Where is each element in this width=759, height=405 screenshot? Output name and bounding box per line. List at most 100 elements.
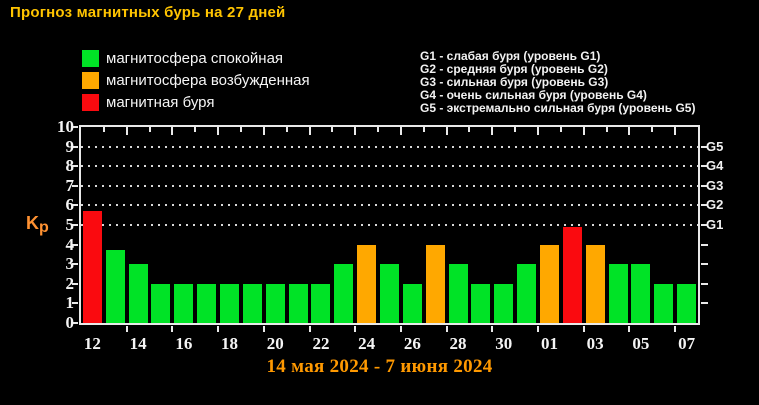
bottom-tick [537, 326, 540, 332]
top-tick [102, 127, 105, 132]
legend-item-storm: магнитная буря [82, 94, 214, 111]
top-tick [651, 127, 654, 132]
y-tick-label-1: 1 [65, 293, 75, 313]
y-axis-tick [72, 224, 78, 226]
gridline-kp5 [81, 224, 698, 226]
y-tick-label-9: 9 [65, 136, 75, 156]
storm-scale-line-g2: G2 - средняя буря (уровень G2) [420, 62, 608, 76]
g-level-label-g2: G2 [706, 197, 724, 213]
x-tick-label-12: 12 [83, 334, 101, 353]
bar-day-29 [471, 283, 491, 323]
bar-day-24 [357, 244, 377, 323]
x-tick-label-24: 24 [358, 334, 376, 353]
top-tick [377, 127, 380, 132]
bar-day-20 [265, 283, 285, 323]
bottom-tick [582, 326, 585, 332]
bar-day-04 [608, 264, 628, 323]
x-tick-label-14: 14 [129, 334, 147, 353]
bar-day-13 [105, 250, 125, 323]
x-tick-label-18: 18 [221, 334, 239, 353]
right-axis-tick [701, 145, 708, 148]
top-tick [399, 127, 402, 135]
bar-day-15 [151, 283, 171, 323]
bottom-tick [171, 326, 174, 332]
bottom-tick [354, 326, 357, 332]
x-tick-label-28: 28 [449, 334, 467, 353]
bottom-tick [674, 326, 677, 332]
top-tick [125, 127, 128, 135]
y-axis-tick [72, 282, 78, 285]
storm-scale-line-g4: G4 - очень сильная буря (уровень G4) [420, 88, 647, 102]
bar-day-07 [677, 283, 697, 323]
bar-day-16 [174, 283, 194, 323]
y-axis-tick [72, 204, 78, 207]
y-tick-label-8: 8 [65, 156, 75, 176]
bottom-tick [399, 326, 402, 332]
right-axis-tick [701, 165, 708, 168]
top-tick [239, 127, 242, 132]
y-axis-tick [72, 126, 78, 128]
top-tick [537, 127, 540, 135]
top-tick [468, 127, 471, 132]
bottom-tick [125, 326, 128, 332]
bar-day-27 [425, 244, 445, 323]
bar-day-31 [517, 264, 537, 323]
storm-swatch-icon [82, 94, 99, 111]
y-axis-tick [72, 263, 78, 266]
legend-item-calm: магнитосфера спокойная [82, 50, 283, 67]
top-tick [308, 127, 311, 135]
gridline-kp7 [81, 184, 698, 187]
legend-item-excited: магнитосфера возбужденная [82, 72, 310, 89]
y-tick-label-10: 10 [57, 117, 74, 136]
top-tick [674, 127, 677, 135]
bottom-tick [445, 326, 448, 332]
y-axis-tick [72, 184, 78, 187]
y-axis-tick [72, 322, 78, 324]
right-axis-tick [701, 243, 708, 246]
bar-day-05 [631, 264, 651, 323]
bar-day-21 [288, 283, 308, 323]
bar-day-30 [494, 283, 514, 323]
g-level-label-g4: G4 [706, 158, 724, 174]
legend-label-excited: магнитосфера возбужденная [106, 72, 310, 89]
x-tick-label-30: 30 [495, 334, 513, 353]
date-range-label: 14 мая 2024 - 7 июня 2024 [266, 356, 493, 377]
right-axis-tick [701, 263, 708, 266]
y-tick-label-6: 6 [65, 195, 75, 215]
top-tick [148, 127, 151, 132]
y-axis-tick [72, 165, 78, 168]
g-level-label-g3: G3 [706, 177, 724, 193]
gridline-kp6 [81, 204, 698, 207]
y-axis-title-kp: Kp [26, 213, 49, 236]
x-tick-label-05: 05 [632, 334, 650, 353]
top-tick [217, 127, 220, 135]
x-tick-label-26: 26 [403, 334, 421, 353]
top-tick [171, 127, 174, 135]
g-level-label-g5: G5 [706, 138, 724, 154]
bar-day-17 [197, 283, 217, 323]
top-tick [285, 127, 288, 132]
y-tick-label-0: 0 [65, 313, 75, 332]
top-tick [628, 127, 631, 135]
y-tick-label-4: 4 [65, 234, 75, 254]
right-axis-tick [701, 282, 708, 285]
y-axis-tick [72, 302, 78, 305]
top-tick [491, 127, 494, 135]
top-tick [194, 127, 197, 132]
y-tick-label-7: 7 [65, 175, 75, 195]
y-tick-label-5: 5 [65, 215, 75, 234]
x-tick-label-01: 01 [540, 334, 558, 353]
right-axis-tick [701, 184, 708, 187]
x-tick-label-20: 20 [266, 334, 284, 353]
y-axis-tick [72, 145, 78, 148]
right-axis-tick [701, 302, 708, 305]
y-tick-label-3: 3 [65, 254, 75, 274]
storm-scale-line-g3: G3 - сильная буря (уровень G3) [420, 75, 609, 89]
bar-day-18 [220, 283, 240, 323]
bottom-tick [262, 326, 265, 332]
bottom-tick [217, 326, 220, 332]
bar-day-02 [562, 226, 582, 323]
bar-day-23 [334, 264, 354, 323]
bar-day-06 [654, 283, 674, 323]
legend-label-calm: магнитосфера спокойная [106, 50, 284, 67]
